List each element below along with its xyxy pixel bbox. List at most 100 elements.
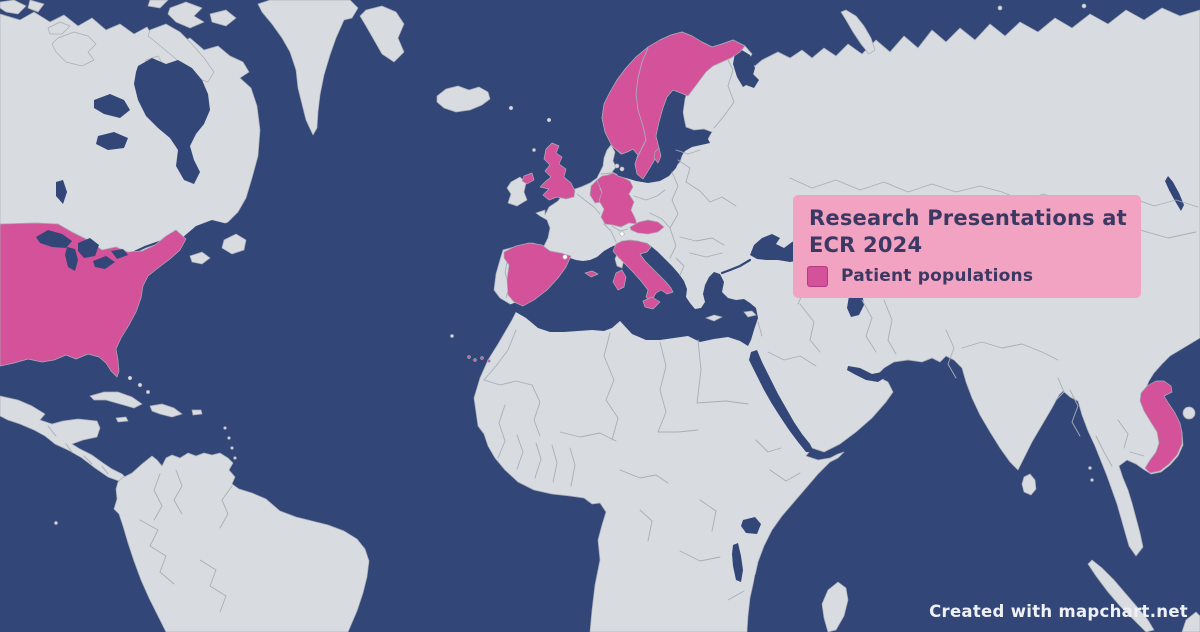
country-border (47, 425, 57, 437)
country-sri-lanka[interactable] (1021, 473, 1037, 496)
country-border (551, 444, 558, 483)
country-border (657, 341, 667, 433)
antilles-island[interactable] (223, 426, 227, 430)
arctic-island[interactable] (1081, 3, 1087, 9)
country-border (633, 189, 666, 201)
country-austria[interactable] (629, 219, 665, 235)
country-border (199, 559, 227, 613)
hainan-island[interactable] (1182, 406, 1196, 420)
canary-island[interactable] (487, 359, 491, 363)
bahamas-island[interactable] (127, 375, 133, 381)
lake-superior (36, 230, 72, 248)
sardinia-island[interactable] (612, 269, 627, 291)
country-border (576, 193, 601, 215)
antilles-island[interactable] (227, 436, 231, 440)
shetland-islands[interactable] (546, 117, 552, 123)
country-cuba[interactable] (89, 391, 143, 409)
country-border (767, 351, 817, 367)
great-slave-lake (96, 132, 128, 150)
country-liechtenstein-dot[interactable] (619, 231, 625, 237)
country-italy[interactable] (612, 239, 674, 303)
canary-island[interactable] (467, 355, 471, 359)
country-hispaniola[interactable] (149, 403, 183, 418)
country-south-america[interactable] (113, 452, 370, 632)
arctic-island[interactable] (167, 1, 205, 29)
country-spain[interactable] (503, 242, 572, 307)
country-iceland[interactable] (436, 85, 491, 113)
country-border (1095, 435, 1113, 467)
country-germany[interactable] (596, 172, 638, 228)
lake-malawi (754, 573, 764, 610)
country-borneo-corner[interactable] (1181, 611, 1200, 632)
country-andorra-dot[interactable] (562, 254, 568, 260)
country-border (173, 469, 183, 515)
danish-island[interactable] (619, 166, 625, 172)
country-jamaica[interactable] (115, 416, 129, 423)
mediterranean-sea (506, 241, 758, 346)
cyprus-island[interactable] (743, 310, 757, 318)
greenland-east-coast[interactable] (359, 5, 405, 63)
country-puerto-rico[interactable] (191, 409, 203, 416)
bahamas-island[interactable] (137, 382, 143, 388)
canary-island[interactable] (480, 356, 484, 360)
country-vietnam[interactable] (1139, 380, 1183, 474)
andaman-island[interactable] (1088, 466, 1092, 470)
country-border (696, 400, 749, 405)
arctic-island[interactable] (47, 21, 71, 35)
newfoundland-island[interactable] (221, 233, 247, 255)
hebrides-island[interactable] (532, 148, 536, 152)
sicily-island[interactable] (642, 296, 661, 310)
country-united-kingdom[interactable] (539, 142, 576, 201)
country-border (1117, 419, 1129, 449)
arctic-island[interactable] (147, 23, 215, 83)
country-united-states[interactable] (0, 222, 187, 378)
red-sea (749, 350, 814, 452)
gulf-of-st-lawrence (182, 220, 240, 250)
country-mexico-central-america[interactable] (0, 395, 127, 482)
antilles-island[interactable] (233, 456, 237, 460)
lake-huron (78, 238, 99, 258)
novaya-zemlya[interactable] (840, 9, 876, 55)
lake-tanganyika (732, 543, 743, 582)
country-border (675, 257, 685, 276)
legend-box: Research Presentations at ECR 2024 Patie… (793, 195, 1141, 298)
attribution-text: Created with mapchart.net (929, 602, 1188, 621)
canary-island[interactable] (473, 358, 477, 362)
country-border (657, 429, 699, 433)
arctic-island[interactable] (147, 0, 169, 9)
sea-islands-layer (189, 163, 757, 322)
madeira-island[interactable] (450, 334, 454, 338)
highlight-layer (0, 31, 1183, 474)
arctic-island[interactable] (997, 5, 1003, 11)
danish-island[interactable] (614, 163, 620, 169)
country-norway-sweden[interactable] (601, 31, 746, 180)
faroe-islands[interactable] (508, 105, 514, 111)
nova-scotia[interactable] (189, 251, 211, 265)
country-border (101, 465, 109, 475)
country-madagascar[interactable] (821, 581, 849, 632)
arctic-island[interactable] (27, 0, 45, 13)
country-sumatra[interactable] (1087, 559, 1155, 632)
country-border (649, 212, 677, 259)
country-border (603, 223, 617, 243)
antilles-island[interactable] (230, 446, 234, 450)
country-border (619, 469, 669, 484)
bahamas-island[interactable] (146, 390, 150, 394)
balearic-islands[interactable] (584, 270, 599, 278)
bosporus-strait (720, 258, 752, 275)
country-greenland[interactable] (257, 0, 359, 136)
crete-island[interactable] (705, 314, 724, 322)
galapagos-island[interactable] (54, 521, 58, 525)
gotland-island[interactable] (653, 147, 662, 164)
country-border (569, 447, 576, 487)
country-border (1055, 377, 1065, 401)
arctic-island[interactable] (209, 9, 237, 27)
arctic-island[interactable] (51, 31, 97, 67)
country-border (669, 171, 679, 229)
country-border (727, 590, 745, 601)
country-northern-ireland[interactable] (521, 172, 535, 185)
arctic-island[interactable] (0, 0, 27, 15)
country-border (689, 252, 723, 258)
andaman-island[interactable] (1090, 478, 1094, 482)
